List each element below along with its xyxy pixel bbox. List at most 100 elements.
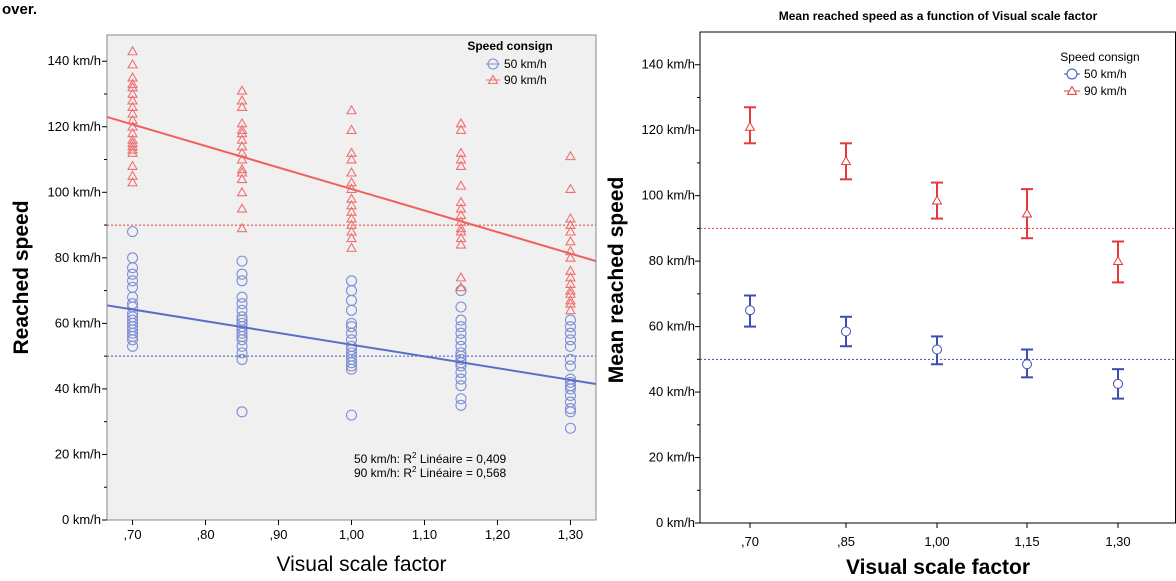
- y-tick-label: 60 km/h: [649, 319, 695, 334]
- point-90kmh: [236, 163, 248, 174]
- x-tick-label: 1,15: [1014, 534, 1039, 549]
- point-50kmh: [236, 311, 248, 323]
- scatter-y-axis: 0 km/h 20 km/h 40 km/h 60 km/h 80 km/h 100 km…: [48, 53, 107, 527]
- x-tick-label: ,80: [196, 527, 214, 542]
- point-50kmh: [564, 353, 577, 365]
- point-50kmh: [564, 340, 577, 352]
- error-bars: [744, 106, 1124, 400]
- point-90kmh: [565, 235, 576, 246]
- annotation-prefix: 90 km/h: R: [354, 466, 412, 480]
- point-50kmh: [564, 376, 577, 388]
- point-50kmh: [236, 347, 248, 359]
- x-tick-label: 1,00: [339, 527, 364, 542]
- point-50kmh: [236, 268, 248, 280]
- point-50kmh: [126, 252, 139, 264]
- fit-line-90kmh: [106, 115, 597, 263]
- point-50kmh: [455, 380, 467, 392]
- point-90kmh: [127, 88, 138, 98]
- point-50kmh: [345, 275, 358, 287]
- point-90kmh: [565, 271, 576, 282]
- mean-marker-50kmh: [841, 326, 851, 337]
- point-90kmh: [565, 150, 576, 161]
- point-90kmh: [236, 117, 248, 128]
- point-90kmh: [455, 160, 467, 171]
- y-tick-label: 140 km/h: [48, 53, 101, 68]
- x-tick-label: 1,10: [412, 527, 437, 542]
- point-50kmh: [455, 340, 467, 352]
- errorbar-legend: Speed consign 50 km/h 90 km/h: [1060, 50, 1139, 98]
- y-tick-label: 0 km/h: [62, 512, 101, 527]
- point-90kmh: [565, 183, 576, 193]
- point-90kmh: [127, 58, 138, 69]
- y-tick-label: 20 km/h: [55, 446, 101, 461]
- point-90kmh: [346, 226, 357, 236]
- point-50kmh: [126, 226, 139, 238]
- errorbar-50kmh: [1112, 368, 1124, 400]
- point-90kmh: [127, 160, 138, 171]
- point-50kmh: [455, 373, 467, 385]
- point-50kmh: [236, 304, 248, 316]
- point-90kmh: [127, 140, 138, 151]
- y-tick-label: 80 km/h: [649, 253, 695, 268]
- point-90kmh: [127, 144, 138, 154]
- point-50kmh: [455, 334, 467, 346]
- point-90kmh: [236, 203, 248, 213]
- errorbar-y-axis-label: Mean reached speed: [605, 177, 628, 384]
- mean-marker-90kmh: [744, 121, 756, 131]
- point-90kmh: [565, 219, 576, 229]
- point-90kmh: [127, 137, 138, 148]
- errorbar-90kmh: [840, 142, 852, 181]
- errorbar-90kmh: [931, 181, 943, 220]
- point-90kmh: [236, 134, 248, 144]
- annotation-50kmh: 50 km/h: R2 Linéaire = 0,409: [354, 451, 507, 466]
- mean-marker-50kmh: [1022, 359, 1032, 370]
- point-90kmh: [565, 226, 576, 236]
- mean-marker-90kmh: [931, 195, 943, 205]
- point-50kmh: [564, 422, 577, 434]
- point-90kmh: [127, 71, 138, 82]
- point-50kmh: [564, 327, 577, 339]
- point-90kmh: [455, 147, 467, 157]
- point-90kmh: [565, 284, 576, 295]
- scatter-x-axis-label: Visual scale factor: [276, 553, 446, 576]
- point-90kmh: [236, 186, 248, 197]
- point-50kmh: [236, 255, 248, 267]
- legend-marker-90kmh: [487, 74, 499, 84]
- point-90kmh: [346, 167, 357, 177]
- point-50kmh: [455, 321, 467, 333]
- mean-marker-90kmh: [840, 155, 852, 166]
- point-50kmh: [345, 347, 358, 359]
- annotation-prefix: 50 km/h: R: [354, 452, 412, 466]
- point-90kmh: [236, 85, 248, 95]
- point-90kmh: [346, 153, 357, 164]
- point-50kmh: [455, 399, 467, 411]
- fit-line-50kmh: [106, 304, 597, 385]
- point-90kmh: [455, 281, 467, 292]
- legend-label-50kmh: 50 km/h: [1084, 67, 1127, 81]
- legend-marker-50kmh: [1066, 68, 1078, 80]
- point-90kmh: [455, 153, 467, 164]
- errorbar-y-axis: 0 km/h 20 km/h 40 km/h 60 km/h 80 km/h 100 km…: [642, 57, 700, 530]
- reference-lines: [107, 224, 596, 357]
- y-tick-label: 100 km/h: [642, 188, 695, 203]
- errorbar-90kmh: [744, 106, 756, 145]
- point-90kmh: [236, 153, 248, 164]
- legend-label-90kmh: 90 km/h: [504, 73, 547, 87]
- point-50kmh: [236, 275, 248, 287]
- y-tick-label: 60 km/h: [55, 315, 101, 330]
- point-90kmh: [346, 242, 357, 252]
- point-90kmh: [455, 203, 467, 213]
- point-90kmh: [455, 239, 467, 249]
- x-tick-label: 1,00: [924, 534, 949, 549]
- point-90kmh: [455, 232, 467, 243]
- point-90kmh: [455, 196, 467, 207]
- point-90kmh: [127, 147, 138, 157]
- y-tick-label: 140 km/h: [642, 57, 695, 72]
- x-tick-label: 1,30: [558, 527, 583, 542]
- annotation-suffix: Linéaire = 0,568: [416, 466, 506, 480]
- legend-title: Speed consign: [467, 39, 552, 53]
- y-tick-label: 40 km/h: [55, 381, 101, 396]
- point-90kmh: [346, 193, 357, 203]
